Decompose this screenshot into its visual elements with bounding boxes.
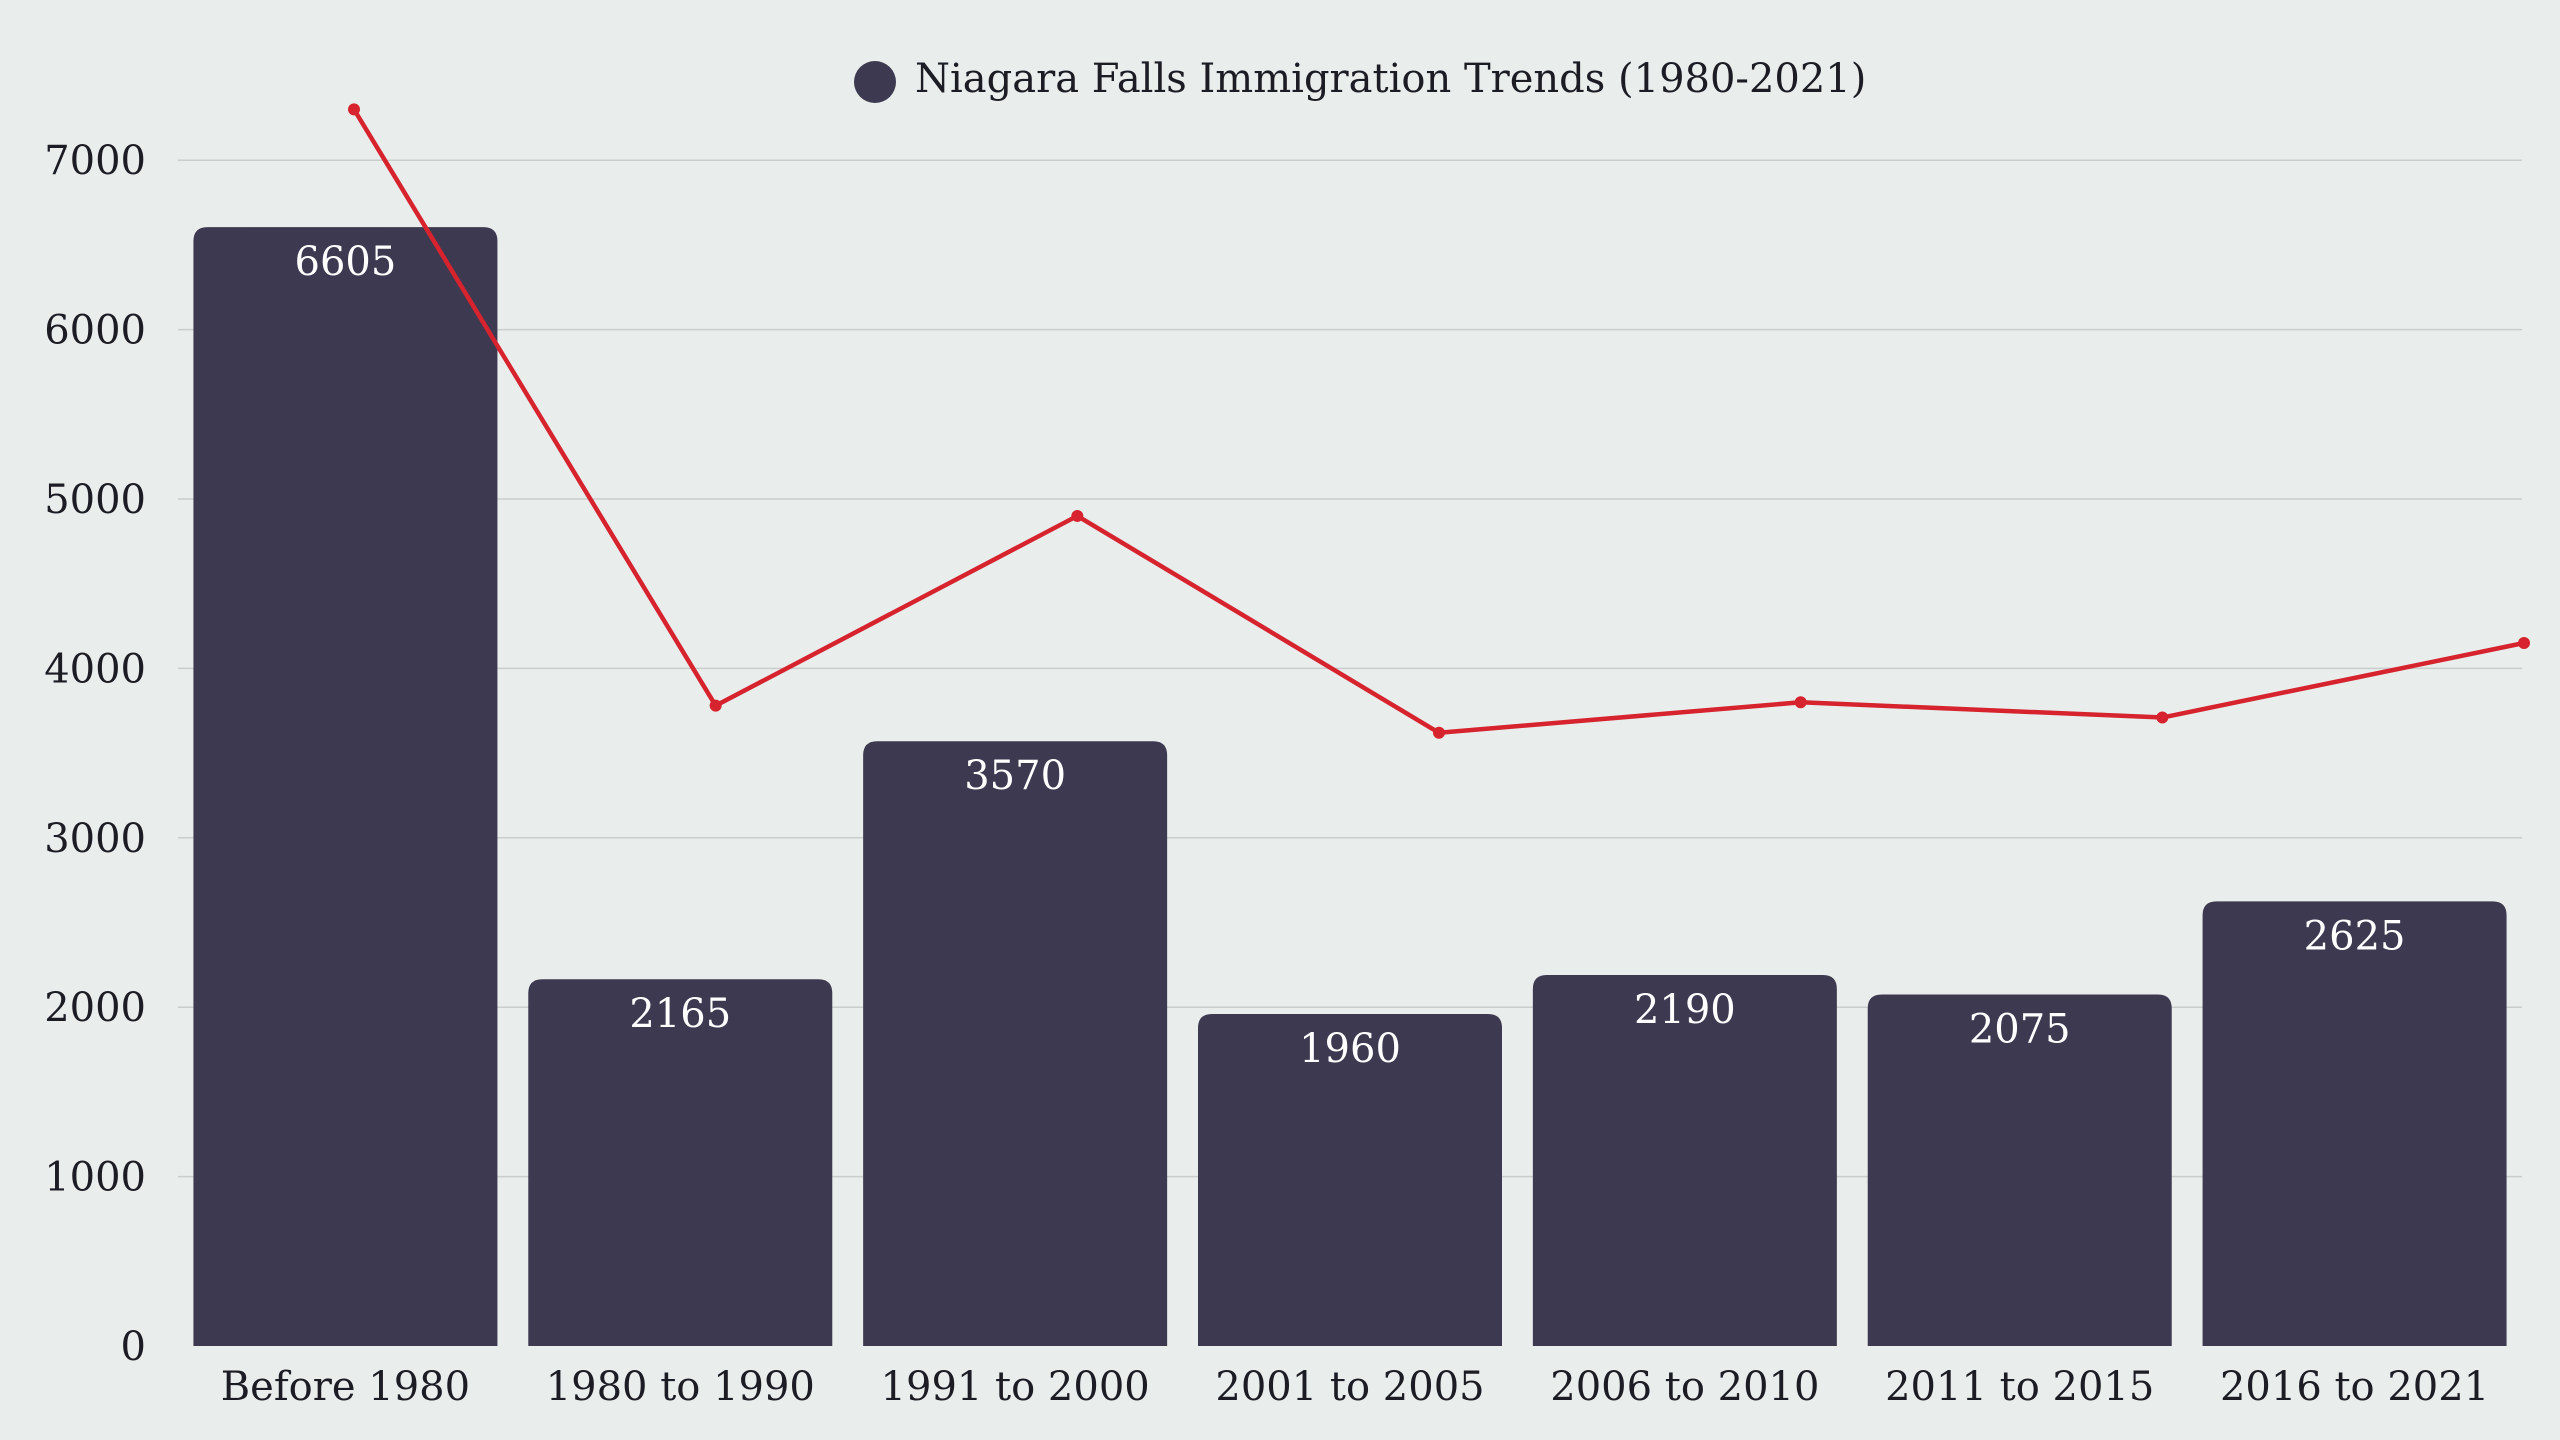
bar-value-label: 2190 (1634, 987, 1736, 1033)
x-tick-label: 2006 to 2010 (1550, 1364, 1819, 1410)
y-tick-label: 2000 (44, 985, 146, 1031)
bar-value-label: 6605 (295, 239, 397, 285)
y-tick-label: 4000 (44, 646, 146, 692)
trend-point (348, 103, 360, 116)
bar (1867, 994, 2172, 1346)
trend-point (2156, 711, 2169, 724)
trend-line-series (348, 103, 2530, 739)
y-tick-label: 0 (121, 1324, 146, 1370)
x-tick-label: 1991 to 2000 (881, 1364, 1150, 1410)
y-tick-label: 1000 (44, 1155, 146, 1201)
bar-value-label: 1960 (1299, 1026, 1401, 1072)
y-tick-label: 3000 (44, 816, 146, 862)
bar (1198, 1013, 1502, 1346)
y-axis-ticks: 0 1000 2000 3000 4000 5000 6000 7000 (44, 138, 146, 1370)
trend-point (709, 699, 722, 712)
bar-value-label: 2075 (1969, 1006, 2071, 1052)
bar (528, 979, 833, 1346)
trend-point (1433, 726, 1445, 739)
legend-marker (854, 61, 896, 103)
bar (193, 227, 498, 1346)
legend: Niagara Falls Immigration Trends (1980-2… (854, 56, 1866, 103)
x-axis-ticks: Before 1980 1980 to 1990 1991 to 2000 2001 … (221, 1364, 2489, 1410)
y-tick-label: 5000 (44, 477, 146, 523)
trend-point (1071, 509, 1084, 522)
bars: 6605 2165 3570 1960 2190 2075 2625 (193, 227, 2507, 1346)
bar (1532, 975, 1837, 1346)
x-tick-label: Before 1980 (221, 1364, 470, 1410)
x-tick-label: 1980 to 1990 (546, 1364, 815, 1410)
y-tick-label: 6000 (44, 308, 146, 354)
x-tick-label: 2011 to 2015 (1885, 1364, 2154, 1410)
trend-point (1794, 696, 1807, 709)
bar (863, 741, 1168, 1346)
trend-point (2518, 636, 2530, 649)
x-tick-label: 2016 to 2021 (2220, 1364, 2489, 1410)
bar (2202, 901, 2507, 1346)
bar-value-label: 3570 (964, 753, 1066, 799)
legend-label: Niagara Falls Immigration Trends (1980-2… (915, 56, 1866, 102)
bar-value-label: 2165 (629, 991, 731, 1037)
x-tick-label: 2001 to 2005 (1215, 1364, 1484, 1410)
bar-value-label: 2625 (2304, 913, 2406, 959)
y-tick-label: 7000 (44, 138, 146, 184)
trend-line (352, 108, 2525, 736)
